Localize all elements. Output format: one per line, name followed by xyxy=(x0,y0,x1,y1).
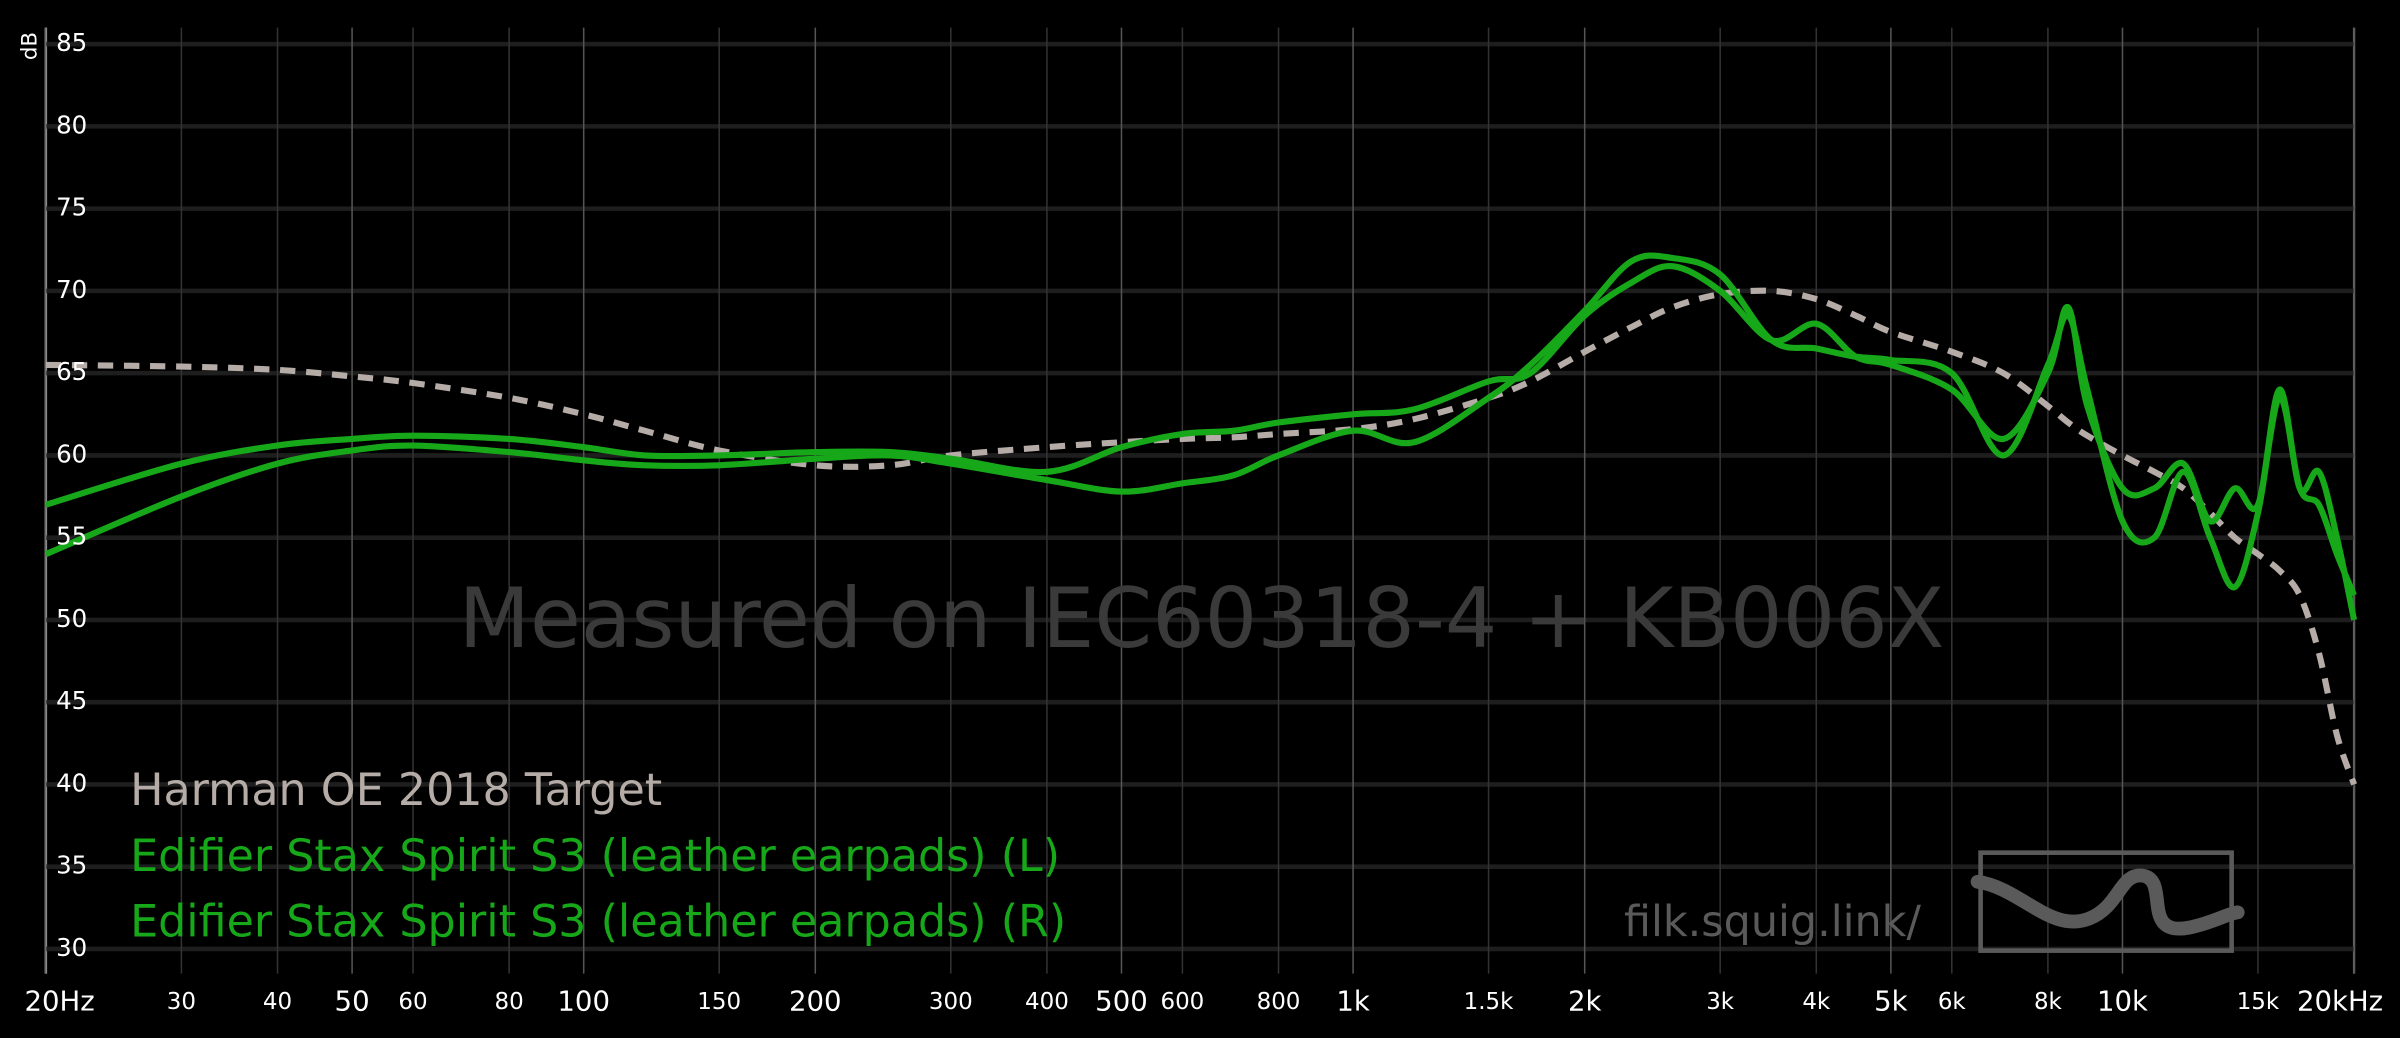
series-line xyxy=(44,252,2357,597)
logo-frame xyxy=(1978,850,2234,953)
y-tick-label: 65 xyxy=(56,357,87,386)
y-tick-label: 80 xyxy=(56,110,87,139)
x-tick-label: 500 xyxy=(1095,986,1148,1018)
y-axis-label: dB xyxy=(18,32,43,60)
logo xyxy=(1970,850,2245,953)
x-tick-label: 150 xyxy=(697,989,741,1015)
x-tick-label: 800 xyxy=(1257,989,1301,1015)
y-tick-label: 35 xyxy=(56,851,87,880)
x-tick-label: 80 xyxy=(495,989,524,1015)
y-tick-label: 30 xyxy=(56,933,87,962)
x-tick-label: 8k xyxy=(2034,989,2063,1015)
x-tick-label: 3k xyxy=(1706,989,1735,1015)
x-tick-label: 20Hz xyxy=(24,986,94,1018)
x-tick-label: 4k xyxy=(1802,989,1831,1015)
y-tick-label: 55 xyxy=(56,522,87,551)
x-tick-label: 100 xyxy=(557,986,610,1018)
x-tick-label: 15k xyxy=(2237,989,2280,1015)
legend-entry: Harman OE 2018 Target xyxy=(130,765,662,816)
x-tick-label: 600 xyxy=(1161,989,1205,1015)
watermark: Measured on IEC60318-4 + KB006X xyxy=(459,571,1945,667)
site-url: filk.squig.link/ xyxy=(1624,897,1921,947)
x-tick-label: 300 xyxy=(929,989,973,1015)
y-tick-label: 60 xyxy=(56,439,87,468)
x-tick-label: 200 xyxy=(789,986,842,1018)
y-tick-label: 75 xyxy=(56,193,87,222)
x-tick-label: 40 xyxy=(263,989,292,1015)
y-tick-label: 40 xyxy=(56,768,87,797)
x-tick-label: 2k xyxy=(1568,986,1602,1018)
labels: 30 35 40 45 50 55 60 65 70 75 80 85 20Hz 30 40 50 60 80 10… xyxy=(24,28,2383,1018)
x-tick-label: 1.5k xyxy=(1464,989,1514,1015)
x-tick-label: 6k xyxy=(1938,989,1967,1015)
x-tick-label: 5k xyxy=(1874,986,1908,1018)
legend-entry: Edifier Stax Spirit S3 (leather earpads)… xyxy=(130,897,1066,948)
y-tick-label: 45 xyxy=(56,686,87,715)
y-tick-label: 85 xyxy=(56,28,87,57)
grid xyxy=(44,27,2356,974)
y-tick-label: 70 xyxy=(56,275,87,304)
x-tick-label: 1k xyxy=(1336,986,1370,1018)
x-tick-label: 10k xyxy=(2097,986,2148,1018)
x-tick-label: 20kHz xyxy=(2297,986,2383,1018)
x-tick-label: 400 xyxy=(1025,989,1069,1015)
x-tick-label: 50 xyxy=(335,986,370,1018)
series-line xyxy=(45,263,2358,621)
x-tick-label: 30 xyxy=(167,989,196,1015)
y-tick-label: 50 xyxy=(56,604,87,633)
legend-entry: Edifier Stax Spirit S3 (leather earpads)… xyxy=(130,831,1060,882)
logo-squiggle xyxy=(1970,868,2245,936)
x-tick-label: 60 xyxy=(398,989,427,1015)
plot xyxy=(44,252,2358,786)
